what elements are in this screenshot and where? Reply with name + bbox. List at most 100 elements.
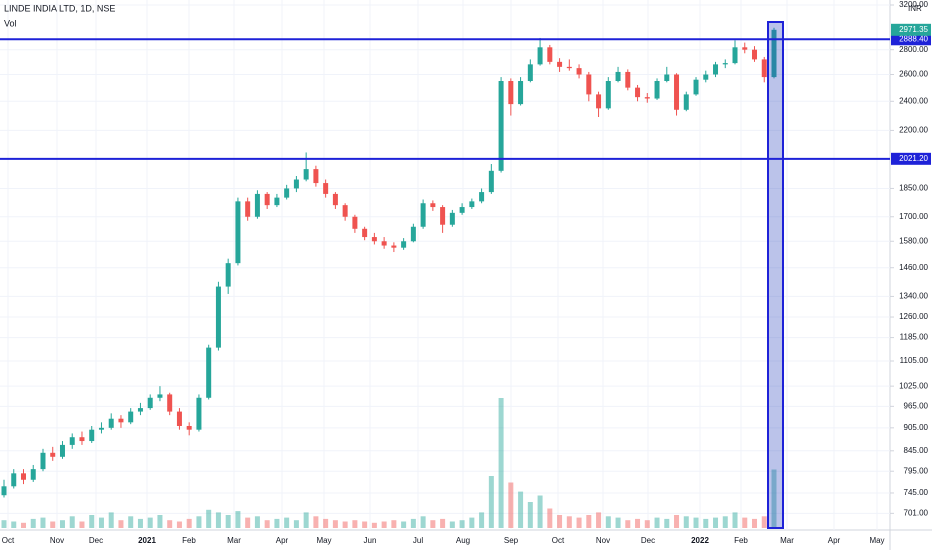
volume-bar <box>79 521 85 528</box>
volume-bar <box>557 515 563 528</box>
volume-bar <box>576 517 582 528</box>
volume-bar <box>644 520 650 528</box>
y-tick-label: 1340.00 <box>899 292 928 301</box>
candle-body <box>352 216 358 229</box>
volume-bar <box>225 515 231 528</box>
volume-bar <box>245 517 251 528</box>
x-tick-label: Apr <box>276 536 289 545</box>
volume-bar <box>391 520 397 528</box>
x-tick-label: Jul <box>413 536 423 545</box>
volume-bar <box>69 516 75 528</box>
volume-bar <box>635 518 641 528</box>
volume-bar <box>586 515 592 528</box>
candle-body <box>654 81 660 99</box>
candle-body <box>157 394 163 398</box>
volume-bar <box>59 520 65 528</box>
volume-bar <box>722 516 728 528</box>
candle-body <box>586 74 592 95</box>
candle-body <box>147 397 153 409</box>
candle-body <box>635 87 641 98</box>
y-tick-label: 2400.00 <box>899 96 928 105</box>
price-tag <box>891 33 931 46</box>
price-tag <box>891 152 931 165</box>
candle-body <box>40 452 46 470</box>
volume-bar <box>615 517 621 528</box>
volume-bar <box>254 516 260 528</box>
volume-bar <box>147 517 153 528</box>
volume-bar <box>752 518 758 528</box>
volume-bar <box>40 517 46 528</box>
candle-body <box>430 203 436 208</box>
candle-body <box>469 201 475 208</box>
volume-bar <box>732 512 738 528</box>
volume-bar <box>381 521 387 528</box>
candle-body <box>664 74 670 82</box>
volume-bar <box>157 515 163 528</box>
highlight-box <box>767 21 784 529</box>
volume-label: Vol <box>4 18 17 28</box>
y-tick-label: 1260.00 <box>899 312 928 321</box>
candle-body <box>440 207 446 225</box>
volume-bar <box>449 521 455 528</box>
candle-body <box>703 74 709 80</box>
candle-body <box>342 205 348 217</box>
volume-bar <box>693 517 699 528</box>
volume-bar <box>30 518 36 528</box>
candle-body <box>713 64 719 75</box>
volume-bar <box>420 516 426 528</box>
volume-bar <box>11 521 17 528</box>
y-tick-label: 905.00 <box>904 423 929 432</box>
candle-body <box>674 74 680 110</box>
x-tick-label: Sep <box>504 536 519 545</box>
y-tick-label: 845.00 <box>904 446 929 455</box>
volume-bar <box>137 518 143 528</box>
x-tick-label: Aug <box>456 536 470 545</box>
candle-body <box>50 452 56 457</box>
y-tick-label: 3200.00 <box>899 0 928 9</box>
volume-bar <box>352 520 358 528</box>
candle-body <box>20 473 26 480</box>
candle-body <box>11 473 17 487</box>
candle-body <box>537 47 543 65</box>
volume-bar <box>547 508 553 528</box>
volume-bar <box>479 512 485 528</box>
volume-bar <box>527 502 533 528</box>
volume-bar <box>508 482 514 528</box>
volume-bar <box>264 520 270 528</box>
overlay-layer: 2888.40 2021.20 2971.35 <box>0 23 931 165</box>
chart-title: LINDE INDIA LTD, 1D, NSE <box>4 3 115 13</box>
candle-body <box>596 94 602 109</box>
y-tick-label: 745.00 <box>904 488 929 497</box>
x-tick-label: Feb <box>182 536 196 545</box>
candle-body <box>732 47 738 64</box>
last-price-tag <box>891 23 931 36</box>
candle-body <box>215 286 221 348</box>
last-price-label: 2971.35 <box>899 25 928 34</box>
volume-bar <box>313 516 319 528</box>
candle-body <box>566 66 572 69</box>
volume-bar <box>176 521 182 528</box>
candle-body <box>722 63 728 65</box>
volume-bar <box>215 512 221 528</box>
y-tick-label: 965.00 <box>904 401 929 410</box>
x-tick-label: 2021 <box>138 536 156 545</box>
volume-bar <box>206 509 212 528</box>
volume-bar <box>683 516 689 528</box>
volume-bar <box>459 520 465 528</box>
currency: INR <box>908 4 922 13</box>
candle-body <box>371 237 377 242</box>
volume-bar <box>401 521 407 528</box>
volume-bar <box>498 398 504 528</box>
volume-bar <box>20 522 26 528</box>
volume-bar <box>430 520 436 528</box>
candle-body <box>625 71 631 88</box>
x-tick-label: Nov <box>50 536 64 545</box>
volume-bar <box>537 495 543 528</box>
volume-bar <box>332 520 338 528</box>
candle-body <box>303 169 309 180</box>
candle-body <box>557 61 563 67</box>
volume-bar <box>342 521 348 528</box>
